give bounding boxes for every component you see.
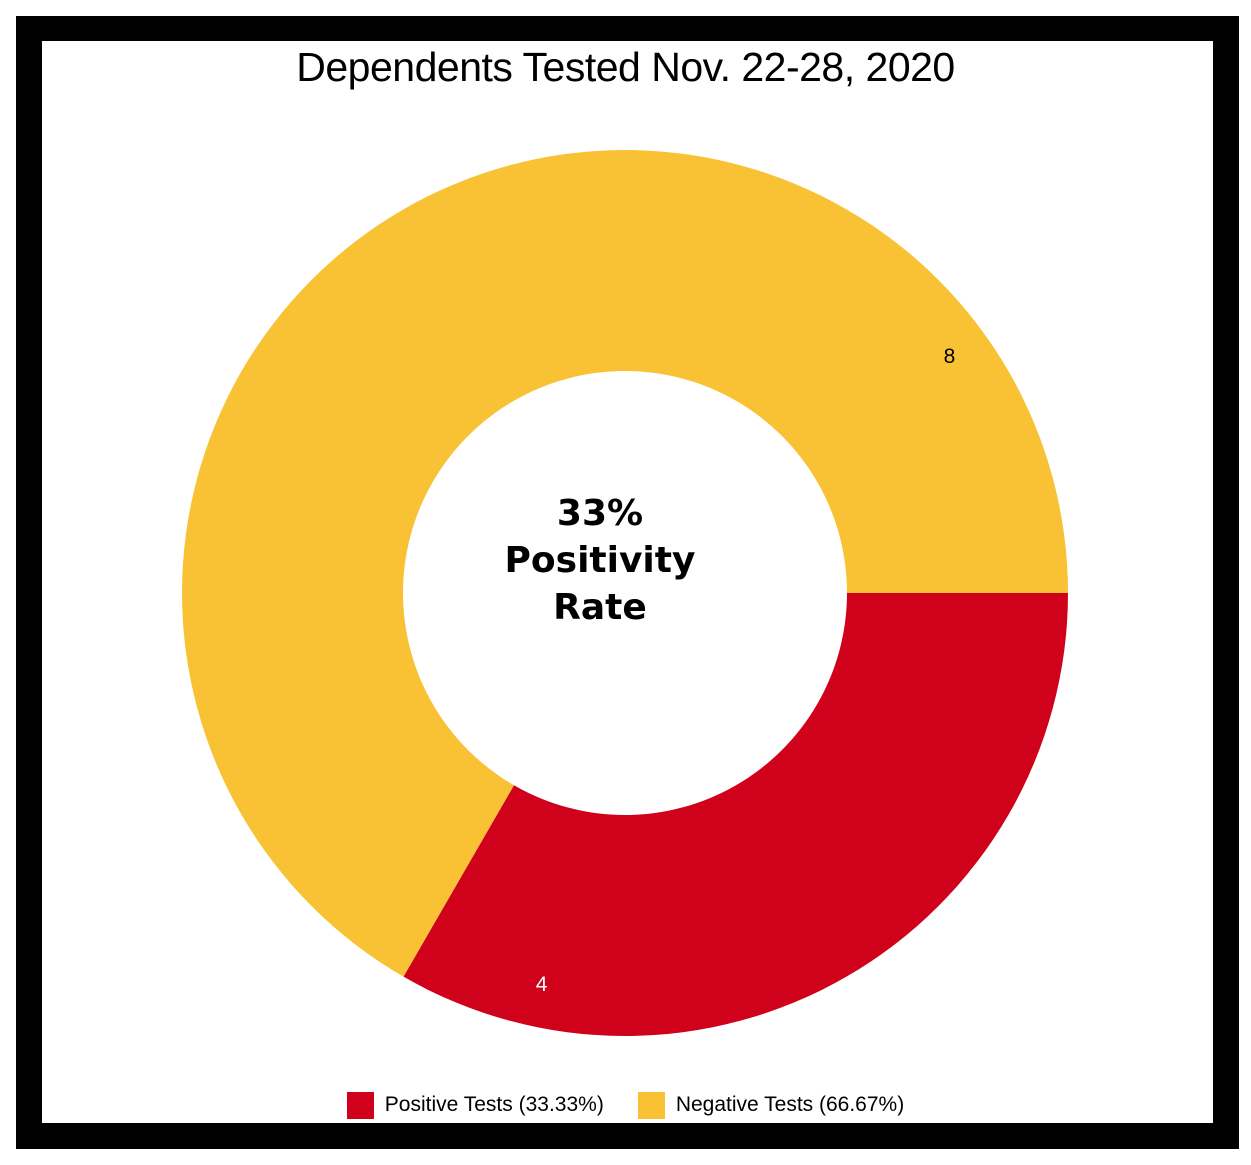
slice-label-negative: 8 [944,345,956,368]
legend-label-positive: Positive Tests (33.33%) [384,1093,604,1116]
slice-label-positive: 4 [536,973,548,996]
legend-item-positive: Positive Tests (33.33%) [346,1091,604,1119]
legend: Positive Tests (33.33%) Negative Tests (… [0,1090,1251,1120]
legend-swatch-positive [346,1091,374,1119]
legend-label-negative: Negative Tests (66.67%) [675,1093,905,1116]
positivity-rate-label: 33% Positivity Rate [410,490,790,631]
center-label-line-2: Positivity [504,540,696,581]
legend-swatch-negative [637,1091,665,1119]
center-label-line-1: 33% [556,493,644,534]
center-label-line-3: Rate [553,587,647,628]
slice-negative [182,149,1068,977]
legend-item-negative: Negative Tests (66.67%) [637,1091,905,1119]
slice-positive [403,593,1068,1036]
chart-title: Dependents Tested Nov. 22-28, 2020 [296,44,955,90]
